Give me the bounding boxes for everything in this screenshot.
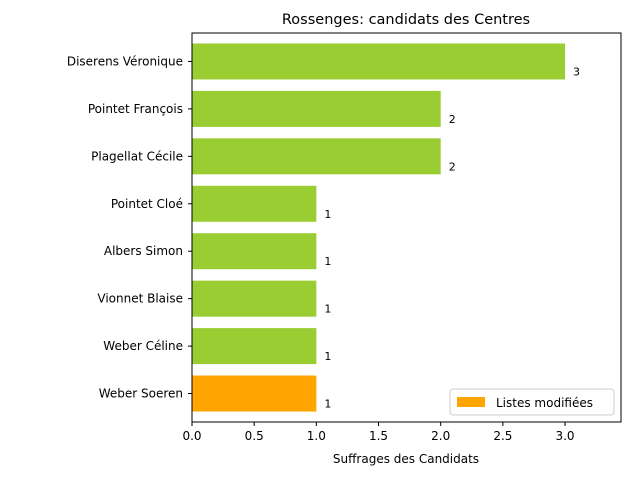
x-tick-label-4: 2.0 (431, 429, 450, 443)
y-tick-label-6: Weber Céline (103, 339, 183, 353)
x-tick-label-0: 0.0 (182, 429, 201, 443)
bar-4 (192, 233, 317, 270)
data-label-0: 3 (573, 65, 580, 78)
bar-6 (192, 328, 317, 365)
chart-title: Rossenges: candidats des Centres (282, 12, 530, 28)
data-label-4: 1 (324, 255, 331, 268)
y-tick-labels: Diserens Véronique Pointet François Plagel… (67, 54, 192, 401)
legend-label: Listes modifiées (496, 396, 593, 410)
y-tick-label-0: Diserens Véronique (67, 54, 183, 68)
x-ticks: 0.0 0.5 1.0 1.5 2.0 2.5 3.0 (182, 422, 575, 443)
data-label-3: 1 (324, 208, 331, 221)
data-label-2: 2 (449, 160, 456, 173)
legend-swatch (457, 397, 485, 407)
x-axis-label: Suffrages des Candidats (333, 452, 479, 466)
bar-5 (192, 280, 317, 317)
data-label-1: 2 (449, 113, 456, 126)
y-tick-label-7: Weber Soeren (99, 387, 183, 401)
legend: Listes modifiées (449, 388, 615, 416)
x-tick-label-5: 2.5 (493, 429, 512, 443)
x-tick-label-1: 0.5 (245, 429, 264, 443)
bar-3 (192, 185, 317, 222)
x-tick-label-2: 1.0 (307, 429, 326, 443)
bar-2 (192, 138, 441, 175)
bars-group: 3 2 2 1 1 1 1 1 (192, 43, 580, 412)
y-tick-label-5: Vionnet Blaise (97, 292, 183, 306)
data-label-5: 1 (324, 303, 331, 316)
legend-frame (449, 388, 615, 416)
bar-1 (192, 90, 441, 127)
y-tick-label-3: Pointet Cloé (111, 197, 183, 211)
data-label-6: 1 (324, 350, 331, 363)
y-tick-label-4: Albers Simon (104, 244, 183, 258)
y-tick-label-2: Plagellat Cécile (91, 149, 183, 163)
y-tick-label-1: Pointet François (88, 102, 183, 116)
plot-frame (191, 32, 622, 423)
bar-7 (192, 375, 317, 412)
x-tick-label-6: 3.0 (555, 429, 574, 443)
x-tick-label-3: 1.5 (369, 429, 388, 443)
data-label-7: 1 (324, 398, 331, 411)
bar-0 (192, 43, 566, 80)
